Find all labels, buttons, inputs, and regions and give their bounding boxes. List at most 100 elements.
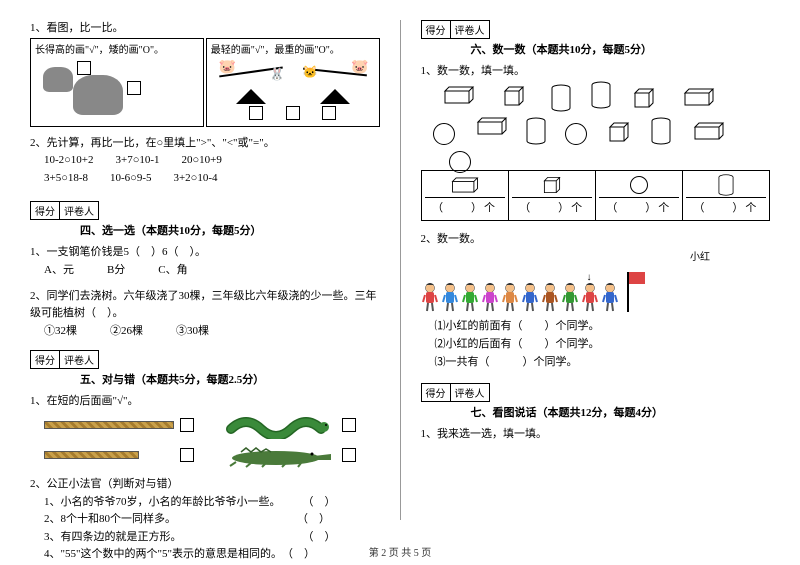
checkbox[interactable] bbox=[180, 418, 194, 432]
balance-left: 🐷 🐰 bbox=[211, 59, 291, 104]
kids-row: ↓ bbox=[421, 266, 771, 318]
kid-figure bbox=[601, 282, 619, 312]
section-5-header: 得分 评卷人 五、对与错（本题共5分，每题2.5分） bbox=[30, 350, 380, 387]
elephant-small bbox=[43, 67, 73, 92]
shape-count-table: （ ）个 （ ）个 （ ）个 （ ）个 bbox=[421, 170, 771, 222]
blank-count[interactable]: （ ）个 bbox=[425, 200, 505, 218]
table-cell-cuboid: （ ）个 bbox=[422, 171, 509, 221]
sec7-q1-text: 1、我来选一选，填一填。 bbox=[421, 426, 771, 444]
sec6-title: 六、数一数（本题共10分，每题5分） bbox=[471, 41, 771, 57]
sec4-q1-text: 1、一支钢笔价钱是5（ ）6（ ）。 bbox=[30, 244, 380, 262]
cube-icon bbox=[501, 83, 527, 109]
checkbox[interactable] bbox=[77, 61, 91, 75]
cube-icon bbox=[606, 119, 632, 145]
q2-calculate: 2、先计算，再比一比，在○里填上">"、"<"或"="。 10-2○10+2 3… bbox=[30, 135, 380, 188]
kids-a: ⑴小红的前面有（ ）个同学。 bbox=[421, 318, 771, 336]
blank-count[interactable]: （ ）个 bbox=[599, 200, 679, 218]
bar-short bbox=[44, 451, 139, 459]
grader-label: 评卷人 bbox=[451, 384, 489, 401]
q1-panels: 长得高的画"√"，矮的画"O"。 最轻的画"√"，最重的画"O"。 🐷 bbox=[30, 38, 380, 127]
sec6-q1: 1、数一数，填一填。 （ ）个 bbox=[421, 63, 771, 221]
judge-2: 2、8个十和80个一同样多。 （ ） bbox=[30, 511, 380, 529]
panel1-caption: 长得高的画"√"，矮的画"O"。 bbox=[35, 43, 199, 59]
sec6-q2-kids: 2、数一数。 小红 ↓ ⑴小红的前面有（ ）个同学。 ⑵小红的后面有（ ）个同学… bbox=[421, 231, 771, 371]
kids-b: ⑵小红的后面有（ ）个同学。 bbox=[421, 336, 771, 354]
kid-figure bbox=[561, 282, 579, 312]
q1-look-compare: 1、看图，比一比。 长得高的画"√"，矮的画"O"。 最轻的画"√"，最重的画"… bbox=[30, 20, 380, 127]
section-4-header: 得分 评卷人 四、选一选（本题共10分，每题5分） bbox=[30, 201, 380, 238]
kid-figure bbox=[501, 282, 519, 312]
checkbox[interactable] bbox=[249, 106, 263, 120]
score-box: 得分 评卷人 bbox=[30, 350, 99, 369]
balance-right: 🐱 🐷 bbox=[295, 59, 375, 104]
xiaohong-label: 小红 bbox=[690, 252, 710, 263]
cylinder-icon bbox=[551, 84, 571, 112]
cube-icon bbox=[631, 85, 657, 111]
sec4-q1: 1、一支钢笔价钱是5（ ）6（ ）。 A、元 B分 C、角 bbox=[30, 244, 380, 279]
section-7-header: 得分 评卷人 七、看图说话（本题共12分，每题4分） bbox=[421, 383, 771, 420]
sphere-icon bbox=[433, 123, 455, 145]
score-label: 得分 bbox=[31, 351, 60, 368]
checkbox[interactable] bbox=[342, 448, 356, 462]
left-column: 1、看图，比一比。 长得高的画"√"，矮的画"O"。 最轻的画"√"，最重的画"… bbox=[30, 20, 380, 520]
kid-figure bbox=[441, 282, 459, 312]
bar-long bbox=[44, 421, 174, 429]
cuboid-icon bbox=[441, 85, 477, 105]
q2-text: 2、先计算，再比一比，在○里填上">"、"<"或"="。 bbox=[30, 135, 380, 153]
sec5-title: 五、对与错（本题共5分，每题2.5分） bbox=[80, 371, 380, 387]
score-box: 得分 评卷人 bbox=[421, 20, 490, 39]
sec5-q2-text: 2、公正小法官（判断对与错） bbox=[30, 476, 380, 494]
sec4-q1-opts: A、元 B分 C、角 bbox=[30, 262, 380, 280]
cuboid-icon bbox=[681, 87, 717, 107]
q2-line2: 3+5○18-8 10-6○9-5 3+2○10-4 bbox=[30, 170, 380, 188]
sec5-q1: 1、在短的后面画"√"。 bbox=[30, 393, 380, 468]
score-label: 得分 bbox=[422, 21, 451, 38]
q2-line1: 10-2○10+2 3+7○10-1 20○10+9 bbox=[30, 152, 380, 170]
snake-image bbox=[226, 411, 336, 439]
score-box: 得分 评卷人 bbox=[421, 383, 490, 402]
checkbox[interactable] bbox=[322, 106, 336, 120]
kid-figure bbox=[541, 282, 559, 312]
sec4-title: 四、选一选（本题共10分，每题5分） bbox=[80, 222, 380, 238]
column-divider bbox=[400, 20, 401, 520]
panel-weight: 最轻的画"√"，最重的画"O"。 🐷 🐰 🐱 🐷 bbox=[206, 38, 380, 127]
panel-height: 长得高的画"√"，矮的画"O"。 bbox=[30, 38, 204, 127]
flag-icon bbox=[627, 272, 647, 312]
table-cell-cylinder: （ ）个 bbox=[683, 171, 769, 221]
cuboid-icon bbox=[474, 116, 510, 136]
score-box: 得分 评卷人 bbox=[30, 201, 99, 220]
grader-label: 评卷人 bbox=[451, 21, 489, 38]
kid-figure: ↓ bbox=[581, 282, 599, 312]
sec7-q1: 1、我来选一选，填一填。 bbox=[421, 426, 771, 444]
cylinder-icon bbox=[651, 117, 671, 145]
kids-c: ⑶一共有（ ）个同学。 bbox=[421, 354, 771, 372]
checkbox[interactable] bbox=[342, 418, 356, 432]
grader-label: 评卷人 bbox=[60, 202, 98, 219]
sec4-q2-text: 2、同学们去浇树。六年级浇了30棵，三年级比六年级浇的少一些。三年级可能植树（ … bbox=[30, 288, 380, 323]
cuboid-icon bbox=[691, 121, 727, 141]
crocodile-image bbox=[226, 442, 336, 468]
kid-figure bbox=[521, 282, 539, 312]
sphere-icon bbox=[565, 123, 587, 145]
checkbox[interactable] bbox=[180, 448, 194, 462]
sec5-q1-text: 1、在短的后面画"√"。 bbox=[30, 393, 380, 411]
blank-count[interactable]: （ ）个 bbox=[512, 200, 592, 218]
cylinder-icon bbox=[591, 81, 611, 109]
right-column: 得分 评卷人 六、数一数（本题共10分，每题5分） 1、数一数，填一填。 bbox=[421, 20, 771, 520]
bars-and-animals bbox=[30, 411, 380, 468]
table-cell-cube: （ ）个 bbox=[509, 171, 596, 221]
checkbox[interactable] bbox=[286, 106, 300, 120]
q1-text: 1、看图，比一比。 bbox=[30, 20, 380, 38]
grader-label: 评卷人 bbox=[60, 351, 98, 368]
blank-count[interactable]: （ ）个 bbox=[686, 200, 766, 218]
sec6-q1-text: 1、数一数，填一填。 bbox=[421, 63, 771, 81]
sec6-q2-text: 2、数一数。 bbox=[421, 231, 771, 249]
table-cell-sphere: （ ）个 bbox=[596, 171, 683, 221]
judge-1: 1、小名的爷爷70岁，小名的年龄比爷爷小一些。 （ ） bbox=[30, 494, 380, 512]
sec4-q2: 2、同学们去浇树。六年级浇了30棵，三年级比六年级浇的少一些。三年级可能植树（ … bbox=[30, 288, 380, 341]
section-6-header: 得分 评卷人 六、数一数（本题共10分，每题5分） bbox=[421, 20, 771, 57]
score-label: 得分 bbox=[31, 202, 60, 219]
kid-figure bbox=[481, 282, 499, 312]
checkbox[interactable] bbox=[127, 81, 141, 95]
sphere-icon bbox=[449, 151, 471, 173]
